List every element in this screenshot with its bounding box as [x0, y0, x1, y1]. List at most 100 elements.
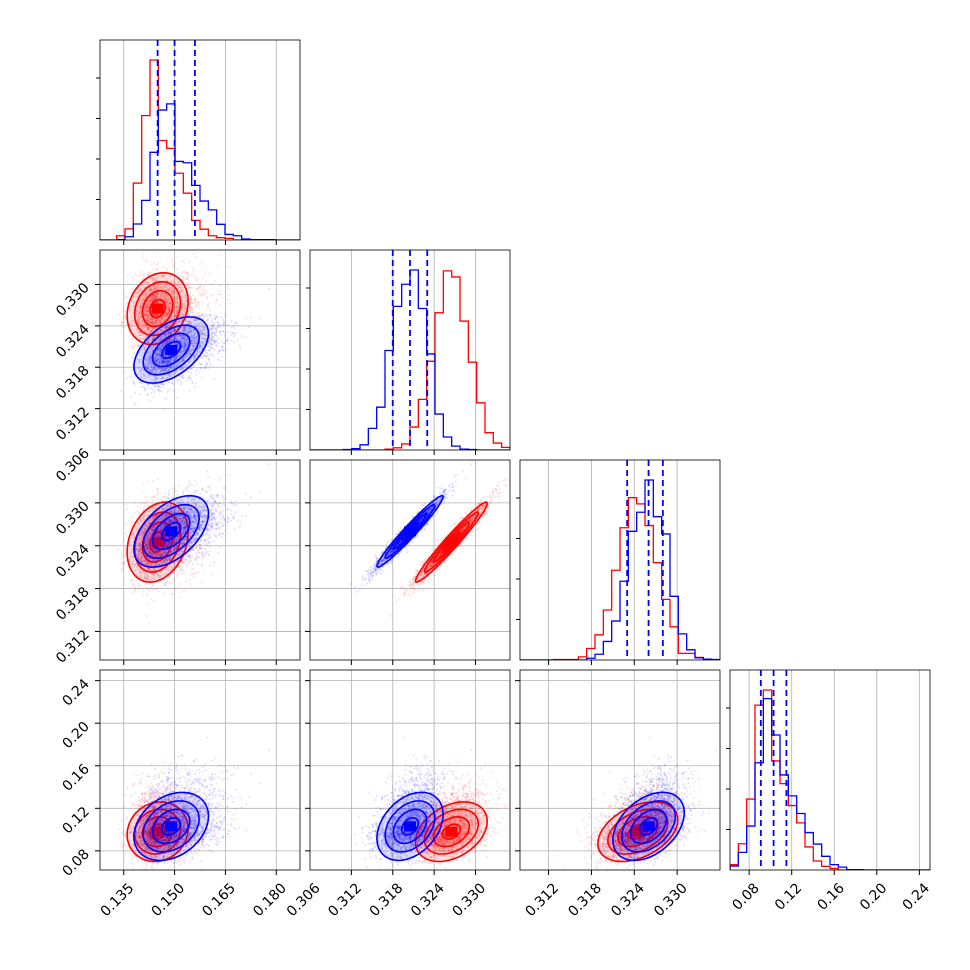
sample-point — [159, 367, 162, 370]
sample-point — [146, 282, 149, 285]
sample-point — [167, 288, 170, 291]
sample-point — [183, 306, 186, 309]
sample-point — [153, 287, 156, 290]
sample-point — [165, 296, 168, 299]
sample-point — [147, 315, 150, 318]
sample-point — [158, 297, 161, 300]
sample-point — [153, 367, 156, 370]
sample-point — [154, 289, 157, 292]
sample-point — [178, 331, 181, 334]
sample-point — [188, 376, 191, 379]
sample-point — [173, 262, 176, 265]
sample-point — [168, 307, 171, 310]
sample-point — [158, 350, 161, 353]
sample-point — [142, 348, 145, 351]
sample-point — [162, 284, 165, 287]
sample-point — [136, 306, 139, 309]
sample-point — [179, 286, 182, 289]
sample-point — [217, 324, 220, 327]
sample-point — [143, 293, 146, 296]
sample-point — [125, 377, 128, 380]
sample-point — [160, 368, 163, 371]
sample-point — [126, 301, 129, 304]
sample-point — [154, 367, 157, 370]
sample-point — [155, 292, 158, 295]
sample-point — [159, 300, 162, 303]
sample-point — [173, 294, 176, 297]
sample-point — [150, 287, 153, 290]
sample-point — [213, 328, 216, 331]
sample-point — [189, 302, 192, 305]
sample-point — [144, 295, 147, 298]
sample-point — [166, 286, 169, 289]
sample-point — [120, 331, 123, 334]
sample-point — [144, 314, 147, 317]
sample-point — [140, 349, 143, 352]
sample-point — [220, 333, 223, 336]
sample-point — [156, 285, 159, 288]
sample-point — [156, 384, 159, 387]
sample-point — [147, 360, 150, 363]
sample-point — [147, 302, 150, 305]
sample-point — [172, 293, 175, 296]
sample-point — [152, 299, 155, 302]
sample-point — [149, 370, 152, 373]
sample-point — [147, 303, 150, 306]
sample-point — [139, 307, 142, 310]
sample-point — [149, 300, 152, 303]
sample-point — [167, 369, 170, 372]
sample-point — [150, 296, 153, 299]
sample-point — [177, 307, 180, 310]
sample-point — [186, 273, 189, 276]
sample-point — [183, 366, 186, 369]
sample-point — [137, 323, 140, 326]
sample-point — [165, 307, 168, 310]
sample-point — [138, 313, 141, 316]
sample-point — [174, 305, 177, 308]
sample-point — [184, 305, 187, 308]
sample-point — [142, 322, 145, 325]
histogram-series-0 — [100, 103, 300, 240]
sample-point — [205, 314, 208, 317]
sample-point — [150, 277, 153, 280]
sample-point — [173, 329, 176, 332]
sample-point — [215, 299, 218, 302]
sample-point — [150, 321, 153, 324]
sample-point — [167, 313, 170, 316]
sample-point — [167, 333, 170, 336]
sample-point — [174, 302, 177, 305]
sample-point — [166, 303, 169, 306]
sample-point — [130, 375, 133, 378]
sample-point — [169, 339, 172, 342]
sample-point — [137, 322, 140, 325]
sample-point — [196, 339, 199, 342]
sample-point — [186, 275, 189, 278]
sample-point — [184, 343, 187, 346]
sample-point — [144, 387, 147, 390]
sample-point — [201, 321, 204, 324]
sample-point — [120, 390, 123, 393]
sample-point — [164, 360, 167, 363]
sample-point — [142, 346, 145, 349]
sample-point — [157, 286, 160, 289]
sample-point — [147, 280, 150, 283]
sample-point — [164, 334, 167, 337]
sample-point — [166, 301, 169, 304]
sample-point — [152, 285, 155, 288]
sample-point — [148, 290, 151, 293]
sample-point — [132, 522, 135, 525]
sample-point — [181, 308, 184, 311]
sample-point — [160, 293, 163, 296]
sample-point — [163, 353, 166, 356]
sample-point — [163, 298, 166, 301]
sample-point — [194, 298, 197, 301]
sample-point — [168, 308, 171, 311]
sample-point — [145, 309, 148, 312]
sample-point — [164, 288, 167, 291]
sample-point — [178, 335, 181, 338]
sample-point — [158, 349, 161, 352]
sample-point — [150, 328, 153, 331]
sample-point — [146, 325, 149, 328]
sample-point — [198, 371, 201, 374]
sample-point — [157, 330, 160, 333]
